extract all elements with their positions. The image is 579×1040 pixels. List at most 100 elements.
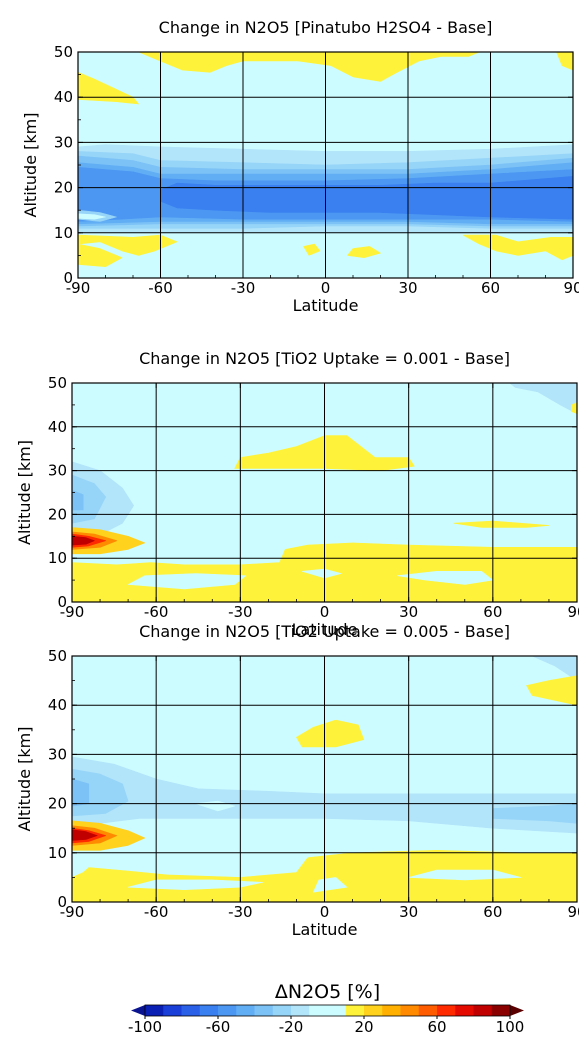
contour-region-6 [531, 656, 577, 681]
x-axis-label: Latitude [292, 620, 358, 639]
y-axis-label: Altitude [km] [21, 113, 40, 218]
contour-region-4 [78, 243, 123, 267]
colorbar-bin-15 [418, 1005, 438, 1016]
contour-region-7 [303, 243, 321, 256]
x-axis-label: Latitude [292, 920, 358, 939]
y-tick-label: 10 [54, 224, 73, 242]
colorbar-bin-11 [345, 1005, 365, 1016]
y-tick-label: 30 [48, 462, 67, 480]
y-tick-label: 40 [48, 418, 67, 436]
y-tick-label: 10 [48, 549, 67, 567]
colorbar-bin-4 [199, 1005, 219, 1016]
colorbar-tick-label: -100 [128, 1018, 162, 1036]
x-tick-label: -60 [144, 903, 169, 921]
x-tick-label: -90 [60, 603, 85, 621]
panel-2: -90 -60 -30 0 30 60 90 0 10 20 30 40 50 Change in N2O… [15, 349, 579, 639]
colorbar-bin-1 [145, 1005, 164, 1016]
y-tick-label: 30 [48, 745, 67, 763]
contour-region-10 [301, 568, 342, 579]
y-axis-label: Altitude [km] [15, 440, 34, 545]
colorbar-tick-label: 60 [427, 1018, 446, 1036]
colorbar-bin-5 [218, 1005, 237, 1016]
contour-region-2 [72, 474, 106, 524]
x-tick-label: 90 [567, 903, 579, 921]
panel-1: -90 -60 -30 0 30 60 90 0 10 20 30 40 50 Change in N2O… [21, 18, 579, 315]
colorbar-bin-18 [473, 1005, 493, 1016]
colorbar-bin-9 [291, 1005, 310, 1016]
colorbar-bin-14 [400, 1005, 420, 1016]
y-tick-label: 40 [48, 696, 67, 714]
x-tick-label: 90 [567, 603, 579, 621]
panel-title: Change in N2O5 [TiO2 Uptake = 0.001 - Ba… [139, 349, 510, 368]
colorbar: -100 -60 -20 20 60 100 ΔN2O5 [%] [128, 981, 524, 1036]
x-axis-label: Latitude [293, 296, 359, 315]
contour-region-8 [127, 573, 247, 590]
panel-3: -90 -60 -30 0 30 60 90 0 10 20 30 40 50 Change in N2O… [15, 622, 579, 939]
contour-region-15 [72, 536, 95, 546]
y-tick-label: 20 [48, 505, 67, 523]
y-tick-label: 50 [54, 43, 73, 61]
x-tick-label: 90 [563, 279, 579, 297]
contour-region-16 [78, 213, 106, 220]
x-tick-label: 0 [321, 279, 331, 297]
contour-region-16 [72, 829, 98, 841]
contour-region-1 [78, 52, 480, 82]
y-tick-label: 20 [48, 795, 67, 813]
y-tick-label: 30 [54, 133, 73, 151]
y-tick-label: 10 [48, 844, 67, 862]
colorbar-over-arrow [510, 1005, 524, 1016]
contour-region-3 [72, 778, 90, 807]
x-tick-label: 30 [399, 603, 418, 621]
contour-region-2 [78, 72, 139, 105]
contour-region-11 [453, 520, 550, 528]
x-tick-label: 0 [320, 603, 330, 621]
colorbar-frame [144, 1004, 511, 1017]
x-tick-label: 0 [320, 903, 330, 921]
panel-title: Change in N2O5 [Pinatubo H2SO4 - Base] [159, 18, 493, 37]
colorbar-under-arrow [131, 1005, 145, 1016]
colorbar-title: ΔN2O5 [%] [275, 981, 380, 1003]
y-axis-label: Altitude [km] [15, 727, 34, 832]
colorbar-bin-7 [254, 1005, 274, 1016]
y-tick-label: 20 [54, 179, 73, 197]
x-tick-label: 60 [483, 903, 502, 921]
x-tick-label: 60 [481, 279, 500, 297]
x-tick-label: -30 [231, 279, 256, 297]
contour-region-7 [526, 675, 577, 706]
colorbar-bin-19 [491, 1005, 511, 1016]
y-tick-label: 0 [57, 893, 67, 911]
colorbar-bin-2 [163, 1005, 182, 1016]
colorbar-bin-17 [455, 1005, 474, 1016]
y-tick-label: 50 [48, 647, 67, 665]
colorbar-tick-label: 20 [354, 1018, 373, 1036]
x-tick-label: -30 [228, 903, 253, 921]
colorbar-bin-16 [437, 1005, 456, 1016]
colorbar-bin-10 [309, 1005, 347, 1016]
panel-title: Change in N2O5 [TiO2 Uptake = 0.005 - Ba… [139, 622, 510, 641]
contour-region-8 [296, 719, 365, 748]
contour-region-12 [313, 877, 348, 893]
x-tick-label: -60 [148, 279, 173, 297]
contour-region-3 [78, 234, 178, 256]
contour-region-8 [556, 52, 573, 71]
x-tick-label: 60 [483, 603, 502, 621]
contour-region-5 [571, 402, 577, 414]
y-tick-label: 40 [54, 88, 73, 106]
colorbar-tick-label: -20 [279, 1018, 304, 1036]
x-tick-label: -60 [144, 603, 169, 621]
x-tick-label: -90 [60, 903, 85, 921]
colorbar-tick-label: 100 [496, 1018, 525, 1036]
colorbar-tick-label: -60 [206, 1018, 231, 1036]
colorbar-bin-12 [364, 1005, 383, 1016]
contour-region-6 [347, 246, 381, 258]
x-tick-label: 30 [398, 279, 417, 297]
y-tick-label: 0 [63, 269, 73, 287]
x-tick-label: -90 [66, 279, 91, 297]
y-tick-label: 50 [48, 374, 67, 392]
x-tick-label: -30 [228, 603, 253, 621]
colorbar-bin-8 [272, 1005, 292, 1016]
colorbar-bin-6 [236, 1005, 255, 1016]
x-tick-label: 30 [399, 903, 418, 921]
